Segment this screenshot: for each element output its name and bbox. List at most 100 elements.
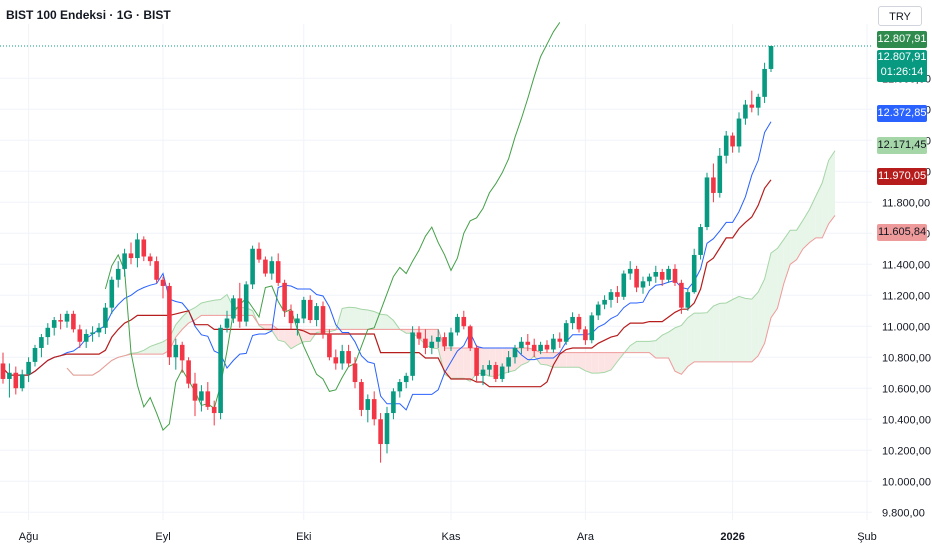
- candle: [442, 332, 447, 352]
- candle-body: [493, 365, 499, 379]
- candle-body: [384, 413, 390, 445]
- cloud-segment: [387, 315, 394, 330]
- price-tag-tenkan: 12.372,85: [877, 105, 927, 123]
- candle: [659, 268, 665, 286]
- cloud-segment: [214, 299, 221, 316]
- candle-body: [26, 361, 31, 375]
- candle-body: [538, 344, 543, 352]
- candle-body: [442, 337, 447, 347]
- candle-body: [275, 261, 281, 283]
- candle: [32, 344, 38, 367]
- candle: [263, 256, 268, 277]
- cloud-segment: [182, 310, 189, 330]
- candle: [58, 313, 63, 330]
- cloud-segment: [367, 309, 375, 330]
- candle: [551, 334, 556, 353]
- candle-body: [576, 316, 582, 330]
- candle: [135, 233, 140, 268]
- candlesticks[interactable]: [0, 45, 774, 463]
- candle-body: [423, 338, 428, 348]
- candle-body: [467, 326, 473, 348]
- candle-body: [557, 338, 563, 342]
- cloud-segment: [764, 253, 771, 344]
- candle-body: [333, 357, 339, 364]
- candle-body: [416, 332, 422, 339]
- price-tag-close-high: 12.807,91: [877, 31, 927, 48]
- cloud-segment: [681, 317, 688, 375]
- candle: [685, 289, 691, 311]
- candle: [250, 245, 255, 290]
- cloud-segment: [636, 341, 643, 353]
- candle-body: [282, 282, 287, 311]
- cloud-segment: [604, 352, 611, 373]
- candle-body: [19, 374, 25, 389]
- price-tag-last-price: 12.807,91 01:26:14: [877, 50, 927, 82]
- candle-body: [83, 334, 89, 342]
- cloud-segment: [783, 230, 791, 284]
- x-tick-label: 2026: [720, 531, 744, 543]
- gridlines: [0, 24, 872, 520]
- candle: [192, 372, 198, 417]
- candle: [461, 310, 467, 330]
- cloud-segment: [201, 301, 208, 316]
- candle: [7, 363, 12, 398]
- candle: [237, 282, 243, 328]
- candle: [365, 394, 371, 423]
- cloud-segment: [220, 294, 227, 316]
- candle-body: [179, 344, 185, 361]
- candle: [179, 341, 185, 373]
- candle: [493, 361, 499, 383]
- candle-body: [352, 363, 358, 383]
- candle: [71, 310, 76, 333]
- candle-body: [141, 239, 147, 257]
- candle: [557, 332, 563, 348]
- candle-body: [128, 253, 134, 259]
- candle-body: [192, 383, 198, 401]
- x-tick-label: Kas: [442, 531, 461, 543]
- cloud-segment: [598, 352, 605, 374]
- candle: [506, 351, 511, 373]
- candle: [269, 256, 275, 280]
- candle-body: [551, 338, 556, 350]
- candle-body: [634, 268, 639, 288]
- candle: [743, 99, 748, 125]
- candle-body: [243, 284, 249, 322]
- candle-body: [647, 276, 652, 282]
- candle: [634, 265, 639, 293]
- candle-body: [109, 279, 115, 308]
- candle-body: [378, 419, 383, 445]
- cloud-segment: [732, 296, 739, 362]
- candle-body: [563, 323, 569, 342]
- candle-body: [627, 268, 633, 274]
- candle-body: [256, 248, 262, 260]
- cloud-segment: [803, 209, 810, 249]
- candle-body: [186, 360, 191, 384]
- cloud-segment: [777, 239, 784, 309]
- cloud-segment: [694, 313, 701, 362]
- candle-body: [595, 304, 601, 316]
- tenkan-line: [2, 121, 772, 411]
- candle: [83, 329, 89, 348]
- candle: [762, 62, 767, 104]
- y-tick-label: 9.800,00: [882, 507, 925, 519]
- candle: [90, 326, 95, 342]
- candle: [339, 344, 345, 370]
- cloud-segment: [700, 312, 707, 362]
- candle-body: [327, 334, 332, 358]
- cloud-segment: [355, 307, 362, 330]
- candle: [256, 242, 262, 263]
- candle-body: [749, 104, 755, 108]
- candle: [602, 295, 607, 310]
- candle: [307, 295, 313, 324]
- candle: [429, 335, 435, 355]
- cloud-segment: [655, 335, 663, 359]
- candle-body: [615, 292, 620, 297]
- candle-body: [295, 318, 300, 324]
- currency-selector[interactable]: TRY: [878, 6, 922, 26]
- axes: 9.800,00 10.000,00 10.200,00 10.400,00 10.60…: [19, 73, 931, 543]
- candle-body: [691, 254, 697, 293]
- candle-body: [218, 327, 223, 414]
- candle: [679, 279, 684, 314]
- candle-body: [51, 320, 57, 328]
